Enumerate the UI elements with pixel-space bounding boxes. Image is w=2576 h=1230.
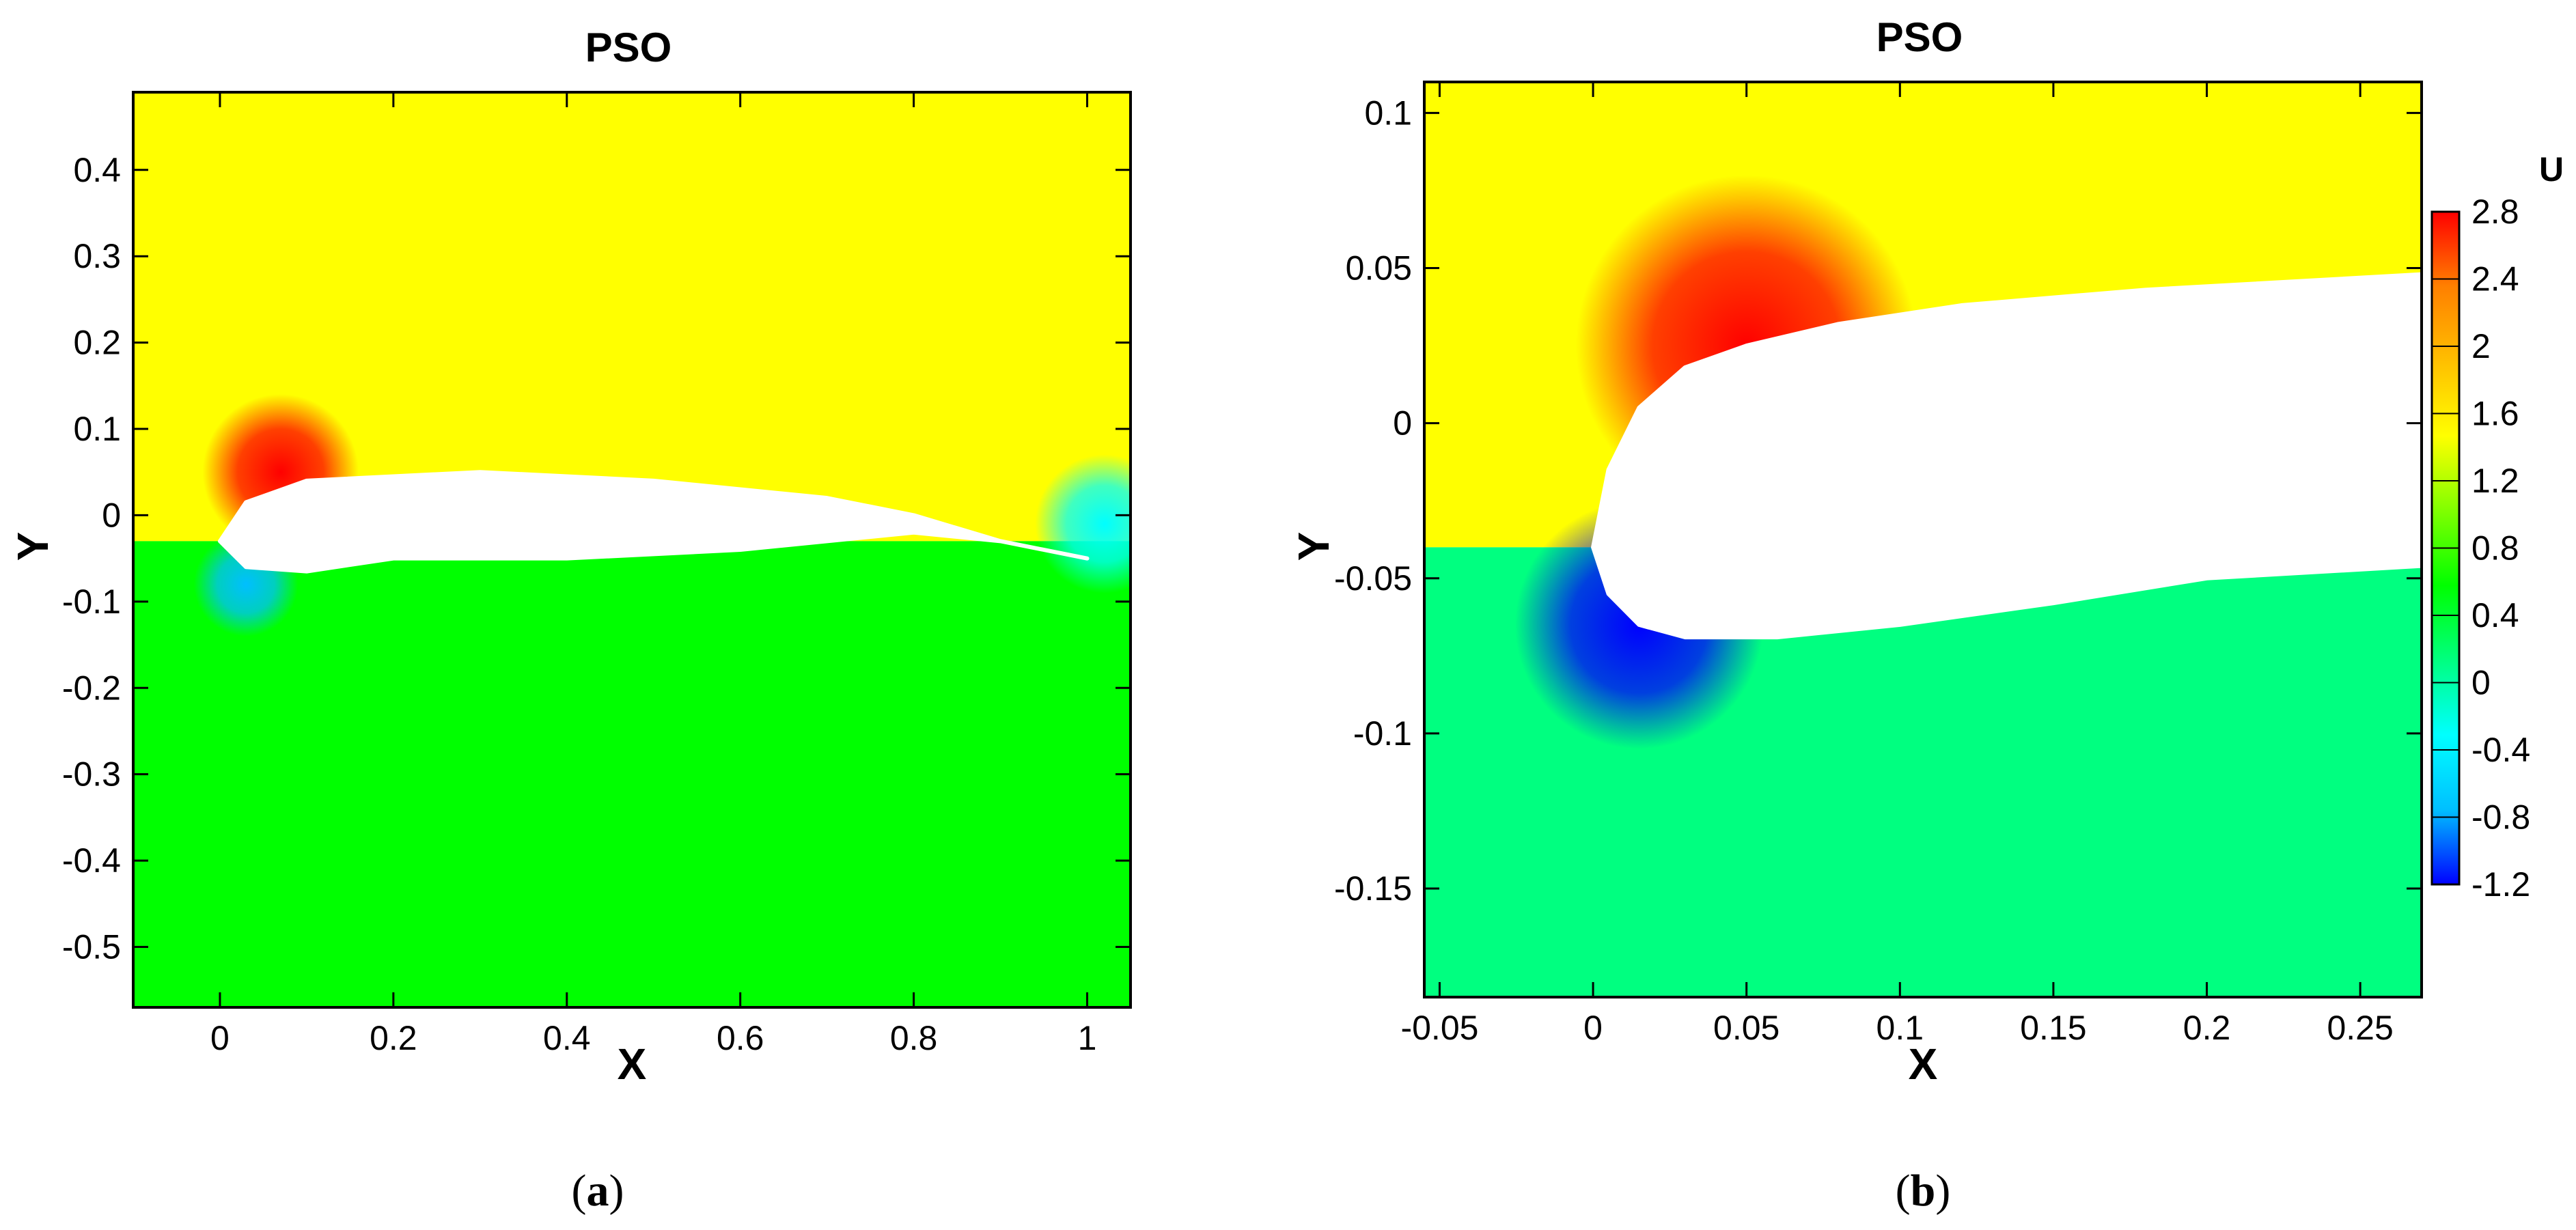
- colorbar-tick-label: 1.2: [2471, 462, 2519, 500]
- colorbar-tick-label: 2: [2471, 327, 2491, 365]
- colorbar-tick-label: 0.8: [2471, 529, 2519, 568]
- panel-b-y-axis-label: Y: [1289, 532, 1338, 561]
- panel-b-y-tick-label: 0.05: [1346, 249, 1412, 288]
- colorbar-title: U: [2539, 150, 2564, 188]
- panel-b-airfoil-shape: [1591, 272, 2422, 640]
- panel-b-title: PSO: [1876, 14, 1963, 60]
- panel-a-y-tick-label: 0.4: [73, 151, 121, 189]
- panel-a-x-tick-label: 1: [1078, 1019, 1097, 1057]
- colorbar-tick-label: -0.4: [2471, 731, 2530, 769]
- panel-b-x-tick-label: 0.05: [1713, 1009, 1779, 1047]
- panel-a-y-tick-label: -0.2: [62, 669, 121, 707]
- panel-a-y-tick-label: 0.2: [73, 324, 121, 362]
- panel-a: PSO 0 0.2 0.4 0.6 0.8 1 0.4 0.3 0.2 0.1 0 -0.1 -0.2 -…: [8, 25, 1132, 1216]
- panel-b-x-tick-label: 0.15: [2020, 1009, 2086, 1047]
- panel-b-plot-frame: [1423, 81, 2423, 998]
- colorbar-tick-label: 2.4: [2471, 260, 2519, 298]
- panel-a-y-tick-label: -0.5: [62, 928, 121, 966]
- panel-b-x-axis-label: X: [1909, 1039, 1938, 1089]
- panel-a-caption: (a): [572, 1166, 624, 1216]
- panel-a-ticks: 0 0.2 0.4 0.6 0.8 1 0.4 0.3 0.2 0.1 0 -0.1 -0.2 -0.3 -…: [62, 92, 1131, 1057]
- panel-a-airfoil-shape: [217, 470, 1090, 574]
- colorbar-ticks: 2.8 2.4 2 1.6 1.2 0.8 0.4 0 -0.4 -0.8 -1.2: [2432, 193, 2530, 904]
- panel-a-x-tick-label: 0.4: [543, 1019, 591, 1057]
- panel-a-y-tick-label: -0.3: [62, 755, 121, 794]
- panel-a-y-tick-label: 0.3: [73, 237, 121, 275]
- panel-b-x-tick-label: 0.2: [2183, 1009, 2231, 1047]
- panel-b-x-tick-label: 0.1: [1876, 1009, 1924, 1047]
- panel-a-x-tick-label: 0.8: [890, 1019, 938, 1057]
- panel-a-lower-region: [133, 541, 1131, 1007]
- colorbar-tick-label: -0.8: [2471, 798, 2530, 837]
- panel-a-x-axis-label: X: [618, 1039, 647, 1089]
- colorbar-tick-label: 0: [2471, 664, 2491, 702]
- panel-a-y-tick-label: -0.1: [62, 583, 121, 621]
- panel-b-x-tick-label: -0.05: [1400, 1009, 1478, 1047]
- panel-a-y-tick-label: -0.4: [62, 841, 121, 880]
- panel-b: PSO -0.05 0 0.05 0.1 0.15 0.2 0.250.10.050-0.0…: [1289, 14, 2423, 1216]
- panel-a-y-axis-label: Y: [8, 532, 57, 561]
- panel-a-x-tick-label: 0: [210, 1019, 230, 1057]
- panel-b-y-tick-label: -0.05: [1334, 559, 1412, 598]
- colorbar-tick-label: 2.8: [2471, 193, 2519, 231]
- panel-b-y-tick-label: 0: [1393, 404, 1412, 443]
- panel-b-y-tick-label: -0.1: [1353, 714, 1412, 753]
- panel-b-y-tick-label: 0.1: [1364, 94, 1412, 132]
- panel-a-title: PSO: [585, 25, 672, 70]
- panel-b-y-tick-label: -0.15: [1334, 869, 1412, 908]
- panel-b-x-tick-label: 0.25: [2327, 1009, 2393, 1047]
- colorbar-tick-label: 0.4: [2471, 596, 2519, 634]
- panel-a-y-tick-label: 0.1: [73, 410, 121, 448]
- panel-b-caption: (b): [1896, 1166, 1951, 1216]
- panel-b-ticks: -0.05 0 0.05 0.1 0.15 0.2 0.25 0.1 0.05 0 -0.05 -0.…: [1334, 82, 2422, 1047]
- panel-a-plot-frame: [132, 91, 1132, 1009]
- colorbar-legend: U 2.8 2.4 2 1.6 1.2 0.8 0.4 0 -0.4 -0.8 -1.2: [2430, 150, 2564, 904]
- panel-a-x-tick-label: 0.2: [370, 1019, 417, 1057]
- panel-b-x-tick-label: 0: [1583, 1009, 1603, 1047]
- colorbar-tick-label: 1.6: [2471, 395, 2519, 433]
- panel-b-contour-field: [1424, 82, 2422, 997]
- panel-a-y-tick-label: 0: [102, 496, 121, 534]
- panel-a-velocity-hotspot: [1035, 454, 1131, 593]
- panel-a-contour-field: [133, 92, 1131, 1007]
- colorbar-tick-label: -1.2: [2471, 865, 2530, 904]
- panel-a-x-tick-label: 0.6: [717, 1019, 764, 1057]
